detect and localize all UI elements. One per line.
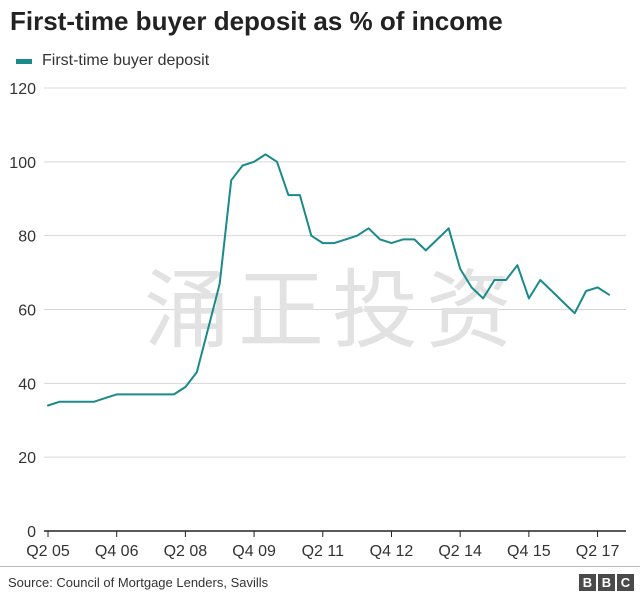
x-tick-label: Q2 14 — [438, 543, 482, 560]
x-tick-label: Q2 08 — [164, 543, 208, 560]
footer-divider — [0, 566, 640, 567]
y-tick-label: 20 — [18, 450, 36, 467]
x-tick-label: Q4 06 — [95, 543, 139, 560]
gridlines — [44, 87, 626, 458]
y-tick-label: 40 — [18, 376, 36, 393]
x-tick-label: Q2 17 — [576, 543, 620, 560]
x-tick-label: Q4 12 — [370, 543, 414, 560]
line-chart: 0 20 40 60 80 100 120 涌正投资 Q2 05 Q4 06 Q2 08 Q4 0… — [9, 81, 626, 560]
x-tick-label: Q4 09 — [232, 543, 276, 560]
bbc-logo-letter: B — [579, 574, 596, 591]
series-group — [47, 153, 610, 407]
y-tick-label: 100 — [9, 155, 36, 172]
y-tick-label: 80 — [18, 229, 36, 246]
legend: First-time buyer deposit — [16, 52, 209, 70]
legend-label: First-time buyer deposit — [42, 52, 210, 69]
bbc-logo: B B C — [579, 574, 634, 591]
x-tick-label: Q2 05 — [26, 543, 70, 560]
watermark: 涌正投资 — [144, 261, 520, 361]
legend-swatch — [16, 58, 32, 64]
x-tick-label: Q2 11 — [302, 543, 345, 560]
bbc-logo-letter: B — [598, 574, 615, 591]
y-tick-label: 120 — [9, 81, 36, 98]
source-note: Source: Council of Mortgage Lenders, Sav… — [8, 575, 269, 590]
x-axis-ticks: Q2 05 Q4 06 Q2 08 Q4 09 Q2 11 Q4 12 Q2 14 Q4 15… — [26, 531, 619, 560]
series-line — [47, 153, 610, 407]
y-tick-label: 0 — [27, 524, 36, 541]
x-tick-label: Q4 15 — [507, 543, 551, 560]
y-tick-label: 60 — [18, 303, 36, 320]
y-axis-ticks: 0 20 40 60 80 100 120 — [9, 81, 36, 541]
bbc-logo-letter: C — [617, 574, 634, 591]
chart-title: First-time buyer deposit as % of income — [10, 6, 503, 36]
